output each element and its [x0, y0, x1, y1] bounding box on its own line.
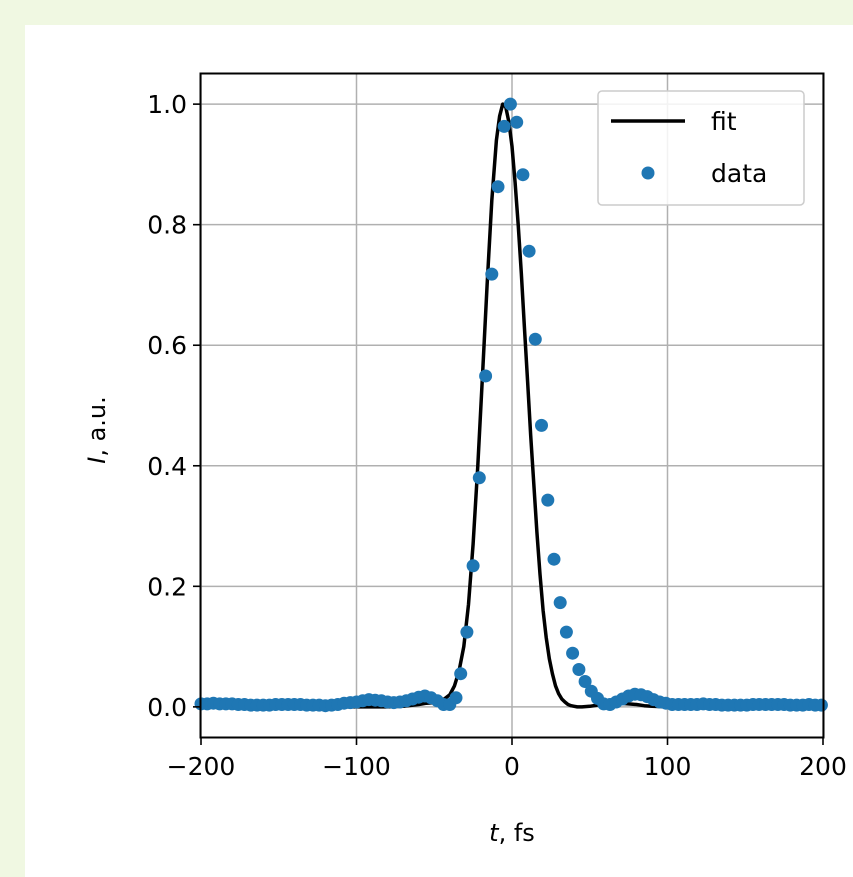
- y-tick-label: 0.2: [147, 572, 187, 601]
- data-point: [516, 168, 530, 182]
- x-tick-label: −200: [167, 752, 236, 781]
- data-point: [578, 675, 592, 688]
- y-tick-label: 1.0: [147, 90, 187, 119]
- legend-fit-label: fit: [711, 107, 737, 136]
- x-tick-label: −100: [322, 752, 391, 781]
- legend-data-swatch: [641, 166, 655, 180]
- data-point: [466, 559, 480, 573]
- data-layer: [194, 97, 828, 713]
- legend-data-label: data: [711, 159, 767, 188]
- data-point: [528, 332, 542, 346]
- data-point: [491, 180, 505, 194]
- x-axis-label-italic: t: [489, 819, 500, 847]
- y-tick-label: 0.6: [147, 331, 187, 360]
- data-point: [503, 97, 517, 111]
- data-point: [566, 646, 580, 660]
- ticks: −200 −100 0 100 200 0.0 0.2 0.4 0.6 0.8 1.0: [147, 90, 847, 781]
- legend: fit data: [597, 90, 805, 206]
- data-point: [460, 625, 474, 639]
- x-tick-label: 0: [504, 752, 520, 781]
- data-point: [497, 119, 511, 133]
- data-point: [472, 471, 486, 485]
- x-axis-label-rest: , fs: [499, 819, 535, 847]
- y-tick-label: 0.4: [147, 452, 187, 481]
- x-tick-label: 100: [644, 752, 692, 781]
- data-point: [814, 698, 828, 712]
- y-axis-label: I, a.u.: [83, 396, 111, 464]
- data-point: [535, 418, 548, 432]
- y-tick-label: 0.8: [147, 211, 187, 240]
- data-point: [522, 244, 536, 258]
- y-tick-label: 0.0: [147, 693, 187, 722]
- data-point: [559, 625, 573, 639]
- y-axis-label-italic: I: [83, 457, 111, 464]
- data-point: [572, 663, 586, 676]
- data-point: [479, 369, 493, 383]
- figure-card: −200 −100 0 100 200 0.0 0.2 0.4 0.6 0.8 1.0 t, fs …: [25, 25, 853, 877]
- data-point: [485, 267, 499, 281]
- data-point: [547, 552, 561, 566]
- x-tick-label: 200: [799, 752, 847, 781]
- data-point: [541, 493, 555, 507]
- data-point: [454, 667, 468, 681]
- data-point: [510, 115, 524, 129]
- data-point: [449, 691, 463, 705]
- legend-box: [597, 90, 805, 206]
- data-point: [553, 596, 567, 610]
- x-axis-label: t, fs: [489, 819, 535, 847]
- y-axis-label-rest: , a.u.: [83, 396, 111, 456]
